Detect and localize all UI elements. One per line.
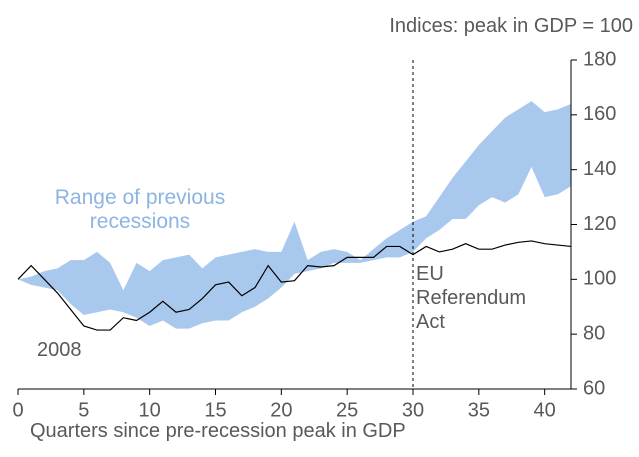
x-tick-label: 5 bbox=[78, 399, 89, 421]
x-tick-label: 10 bbox=[139, 399, 161, 421]
x-tick-label: 35 bbox=[468, 399, 490, 421]
y-tick-label: 100 bbox=[583, 268, 616, 290]
x-tick-label: 15 bbox=[204, 399, 226, 421]
annotation: EU Referendum Act bbox=[416, 263, 527, 333]
series-line bbox=[17, 240, 572, 331]
y-tick-label: 120 bbox=[583, 213, 616, 235]
y-tick-label: 160 bbox=[583, 103, 616, 125]
series-label: 2008 bbox=[37, 339, 82, 361]
y-tick-label: 60 bbox=[583, 377, 605, 399]
x-tick-label: 40 bbox=[534, 399, 556, 421]
band-label: Range of previous recessions bbox=[54, 186, 226, 233]
x-tick-label: 20 bbox=[270, 399, 292, 421]
y-tick-label: 140 bbox=[583, 158, 616, 180]
y-tick-label: 80 bbox=[583, 322, 605, 344]
x-tick-label: 25 bbox=[336, 399, 358, 421]
y-axis-label: Indices: peak in GDP = 100 bbox=[389, 15, 633, 37]
y-tick-label: 180 bbox=[583, 48, 616, 70]
x-tick-label: 0 bbox=[12, 399, 23, 421]
range-band bbox=[18, 101, 571, 329]
x-tick-label: 30 bbox=[402, 399, 424, 421]
x-axis-label: Quarters since pre-recession peak in GDP bbox=[30, 420, 406, 442]
